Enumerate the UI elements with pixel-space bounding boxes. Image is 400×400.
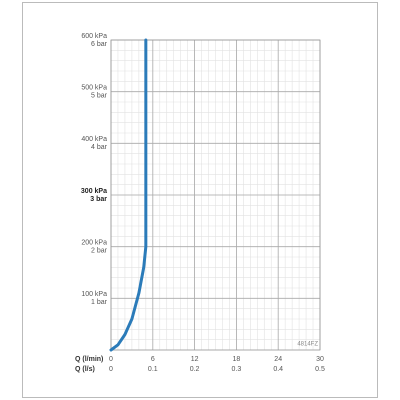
line-series [109, 38, 148, 352]
y-tick-label: 300 kPa [81, 188, 107, 195]
x2-tick-label: 0.5 [315, 366, 325, 373]
annotation: 4814FZ [297, 342, 318, 348]
x-tick-label: 18 [233, 356, 241, 363]
x2-tick-label: 0.2 [190, 366, 200, 373]
y2-tick-label: 5 bar [91, 93, 108, 100]
x-axis-label: Q (l/min) [75, 356, 103, 363]
x2-tick-label: 0.1 [148, 366, 158, 373]
y2-tick-label: 6 bar [91, 41, 108, 48]
x2-axis-label: Q (l/s) [75, 366, 95, 373]
x-tick-label: 12 [191, 356, 199, 363]
x2-tick-label: 0.3 [232, 366, 242, 373]
x-tick-label: 0 [109, 356, 113, 363]
y2-tick-label: 4 bar [91, 144, 108, 151]
y-tick-label: 400 kPa [81, 136, 107, 143]
page-frame [22, 2, 378, 398]
y2-tick-label: 2 bar [91, 248, 108, 255]
y2-tick-label: 3 bar [90, 196, 107, 203]
x-tick-label: 30 [316, 356, 324, 363]
y2-tick-label: 1 bar [91, 299, 108, 306]
plot-frame [110, 39, 321, 351]
y-tick-label: 600 kPa [81, 33, 107, 40]
y-tick-label: 500 kPa [81, 85, 107, 92]
y-tick-label: 100 kPa [81, 291, 107, 298]
x2-tick-label: 0 [109, 366, 113, 373]
x2-tick-label: 0.4 [273, 366, 283, 373]
x-tick-label: 24 [274, 356, 282, 363]
x-tick-label: 6 [151, 356, 155, 363]
y-tick-label: 200 kPa [81, 240, 107, 247]
